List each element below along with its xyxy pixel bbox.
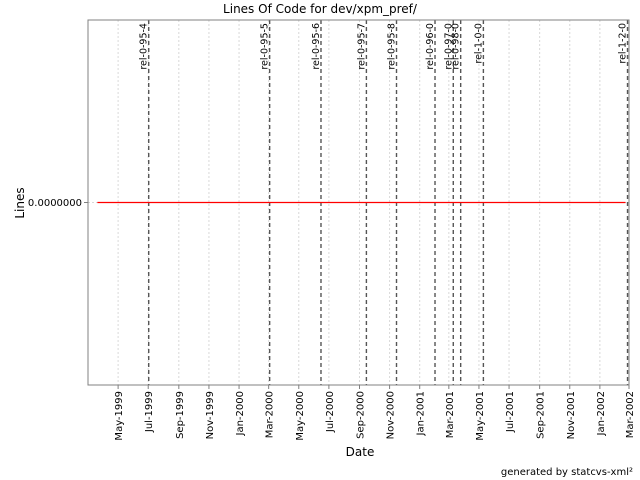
x-tick-label: Mar-2002 xyxy=(625,391,636,438)
release-marker-label: rel-0-96-0 xyxy=(425,23,436,70)
release-marker-label: rel-0-95-4 xyxy=(139,23,150,70)
release-marker-label: rel-0-98-0 xyxy=(451,23,462,70)
release-marker-label: rel-1-0-0 xyxy=(473,23,484,64)
y-axis-label: Lines xyxy=(13,187,27,218)
x-tick-label: Jul-1999 xyxy=(144,391,155,433)
x-tick-label: May-1999 xyxy=(114,391,125,441)
x-tick-label: May-2001 xyxy=(475,391,486,441)
x-tick-label: Sep-1999 xyxy=(175,391,186,439)
x-tick-label: Jan-2002 xyxy=(596,391,607,436)
y-tick-label: 0.0000000 xyxy=(28,198,82,209)
x-tick-label: Nov-1999 xyxy=(205,391,216,439)
chart-title: Lines Of Code for dev/xpm_pref/ xyxy=(223,2,418,16)
release-marker-label: rel-0-95-7 xyxy=(356,23,367,70)
release-marker-label: rel-0-97-0 xyxy=(443,23,454,70)
x-tick-label: May-2000 xyxy=(295,391,306,441)
footer-credit: generated by statcvs-xml² xyxy=(501,467,633,478)
release-marker-label: rel-1-2-0 xyxy=(618,23,629,64)
release-marker-label: rel-0-95-6 xyxy=(311,23,322,70)
x-tick-label: Jan-2000 xyxy=(235,391,246,436)
x-tick-label: Jul-2001 xyxy=(505,391,516,433)
x-tick-label: Sep-2000 xyxy=(355,391,366,439)
x-tick-label: Mar-2001 xyxy=(445,391,456,438)
x-axis-label: Date xyxy=(346,445,375,459)
x-axis-ticks: May-1999 Jul-1999 Sep-1999 Nov-1999 Jan-2000… xyxy=(114,385,636,441)
x-tick-label: Jul-2000 xyxy=(325,391,336,433)
y-axis-ticks: 0.0000000 xyxy=(28,198,88,209)
x-tick-label: Nov-2001 xyxy=(566,391,577,439)
release-marker-label: rel-0-95-5 xyxy=(260,23,271,70)
x-tick-label: Nov-2000 xyxy=(386,391,397,439)
x-tick-label: Sep-2001 xyxy=(536,391,547,439)
x-tick-label: Mar-2000 xyxy=(265,391,276,438)
x-tick-label: Jan-2001 xyxy=(416,391,427,436)
release-marker-label: rel-0-95-8 xyxy=(387,23,398,70)
